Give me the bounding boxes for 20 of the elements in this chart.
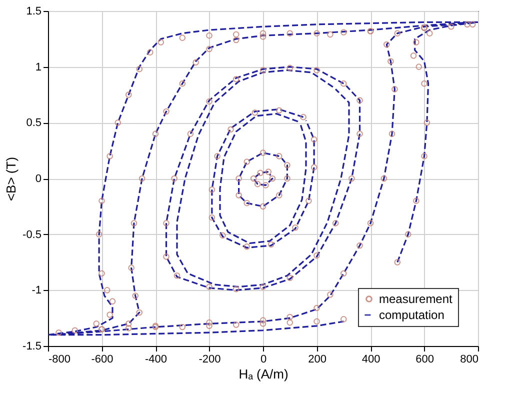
x-tick-label: 600 [416, 354, 434, 366]
x-tick-label: 0 [260, 354, 267, 366]
x-tick-label: 200 [308, 354, 326, 366]
x-tick-label: -800 [48, 354, 71, 366]
legend-label: measurement [379, 292, 454, 306]
y-tick-label: 0 [35, 173, 42, 185]
x-tick-label: -400 [144, 354, 168, 366]
y-tick-label: -1 [32, 284, 42, 297]
x-tick-label: -200 [198, 354, 221, 366]
y-tick-label: -0.5 [22, 228, 42, 241]
y-tick-label: -1.5 [22, 340, 42, 352]
y-tick-label: 1.5 [26, 6, 42, 18]
y-axis-title: <B> (T) [4, 156, 19, 202]
legend-label: computation [379, 308, 444, 322]
y-tick-label: 1 [35, 61, 42, 74]
x-axis-title: Hₐ (A/m) [238, 366, 288, 382]
x-tick-label: 800 [460, 354, 478, 366]
x-tick-label: 400 [362, 354, 380, 366]
x-tick-label: -600 [91, 354, 114, 366]
y-tick-label: 0.5 [26, 117, 42, 130]
